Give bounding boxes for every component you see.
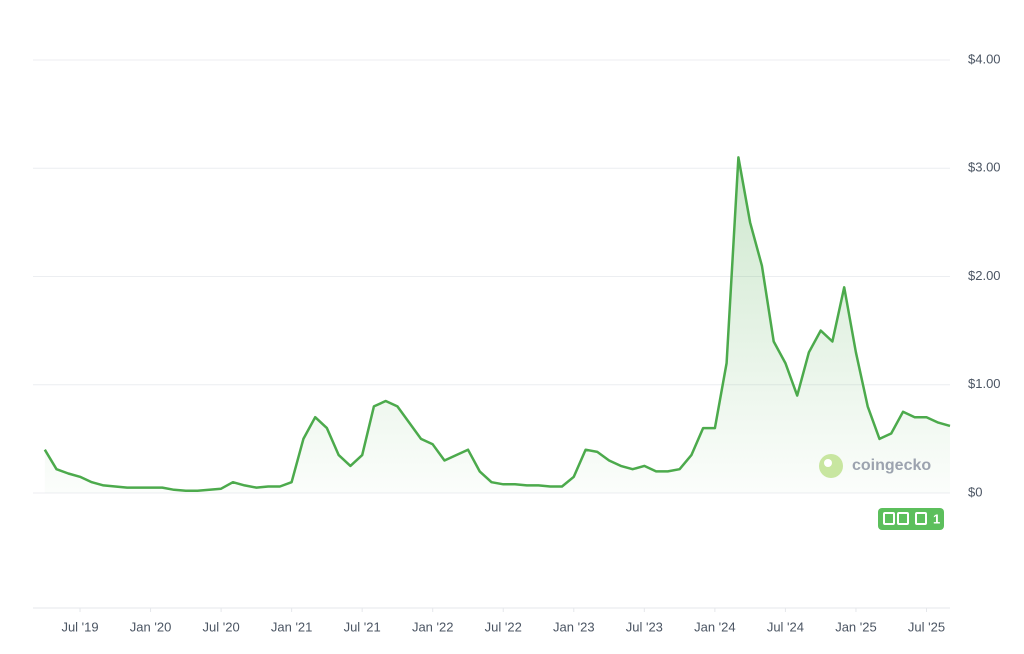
badge-icon <box>883 512 895 525</box>
area <box>44 157 951 493</box>
badge-icon <box>915 512 927 525</box>
y-tick-label: $4.00 <box>968 51 1001 66</box>
price-line <box>43 156 951 493</box>
x-tick-label: Jul '24 <box>767 619 804 634</box>
news-badge[interactable]: 1 <box>878 508 944 530</box>
x-tick-label: Jul '19 <box>61 619 98 634</box>
watermark-logo <box>819 454 843 478</box>
x-tick-label: Jan '25 <box>835 619 877 634</box>
y-tick-label: $2.00 <box>968 268 1001 283</box>
watermark: coingecko <box>852 457 931 474</box>
y-tick-label: $0 <box>968 484 982 499</box>
x-tick-label: Jan '24 <box>694 619 736 634</box>
badge-icon <box>897 512 909 525</box>
x-tick-label: Jul '20 <box>203 619 240 634</box>
x-tick-label: Jul '21 <box>344 619 381 634</box>
x-tick-label: Jan '21 <box>271 619 313 634</box>
x-tick-label: Jul '23 <box>626 619 663 634</box>
x-tick-label: Jul '22 <box>485 619 522 634</box>
y-tick-label: $3.00 <box>968 160 1001 175</box>
watermark-logo-eye <box>824 459 832 467</box>
badge-count: 1 <box>933 511 940 526</box>
x-tick-label: Jan '20 <box>130 619 172 634</box>
y-tick-label: $1.00 <box>968 376 1001 391</box>
x-tick-label: Jan '23 <box>553 619 595 634</box>
x-tick-label: Jul '25 <box>908 619 945 634</box>
x-tick-label: Jan '22 <box>412 619 454 634</box>
